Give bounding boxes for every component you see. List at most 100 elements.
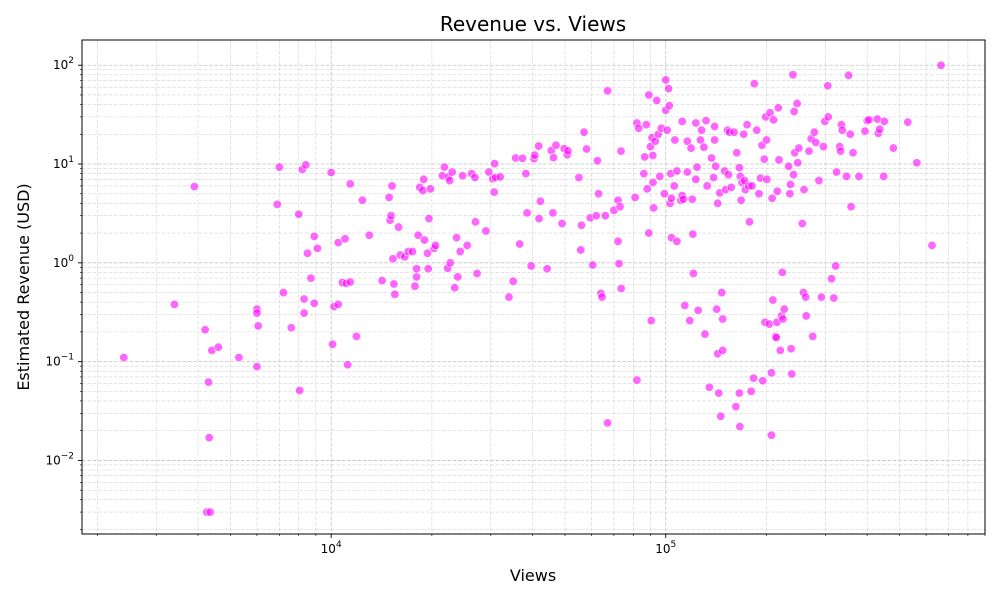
data-point (723, 170, 733, 180)
data-point (693, 305, 703, 315)
data-point (326, 168, 336, 178)
data-point (407, 247, 417, 257)
data-point (588, 260, 598, 270)
data-point (413, 230, 423, 240)
data-point (386, 211, 396, 221)
data-point (903, 117, 913, 127)
data-point (772, 186, 782, 196)
data-point (672, 166, 682, 176)
data-point (357, 195, 367, 205)
data-point (704, 382, 714, 392)
data-point (234, 353, 244, 363)
data-point (699, 142, 709, 152)
data-point (778, 314, 788, 324)
data-point (765, 108, 775, 118)
data-point (423, 264, 433, 274)
data-point (785, 189, 795, 199)
y-tick-label: 101 (53, 155, 74, 171)
data-point (691, 118, 701, 128)
data-point (299, 308, 309, 318)
data-point (470, 217, 480, 227)
data-point (639, 169, 649, 179)
data-point (761, 135, 771, 145)
data-point (767, 193, 777, 203)
data-point (734, 388, 744, 398)
data-point (616, 146, 626, 156)
data-point (736, 195, 746, 205)
data-point (718, 345, 728, 355)
data-point (701, 116, 711, 126)
data-point (848, 148, 858, 158)
data-point (579, 127, 589, 137)
data-point (831, 261, 841, 271)
data-point (864, 115, 874, 125)
axis-ticks: 104 105 10−2 10−1 100 101 102 (45, 56, 986, 556)
data-point (936, 60, 946, 70)
data-point (384, 192, 394, 202)
data-point (200, 325, 210, 335)
data-point (739, 129, 749, 139)
data-point (729, 127, 739, 137)
data-point (169, 299, 179, 309)
data-point (766, 430, 776, 440)
data-point (745, 217, 755, 227)
data-point (754, 189, 764, 199)
data-point (648, 150, 658, 160)
data-point (842, 171, 852, 181)
data-point (614, 259, 624, 269)
data-point (425, 184, 435, 194)
data-point (419, 235, 429, 245)
data-point (642, 184, 652, 194)
data-point (789, 107, 799, 117)
data-point (766, 368, 776, 378)
data-point (702, 181, 712, 191)
data-point (775, 345, 785, 355)
data-point (490, 159, 500, 169)
plot-frame (81, 39, 986, 535)
data-point (644, 228, 654, 238)
data-point (811, 138, 821, 148)
data-point (664, 101, 674, 111)
data-point (450, 283, 460, 293)
data-point (424, 214, 434, 224)
data-point (734, 163, 744, 173)
data-point (827, 274, 837, 284)
data-point (430, 240, 440, 250)
data-point (749, 373, 759, 383)
data-point (927, 240, 937, 250)
x-tick-label: 104 (321, 540, 342, 556)
data-point (787, 369, 797, 379)
data-point (526, 261, 536, 271)
data-point (762, 174, 772, 184)
data-point (615, 202, 625, 212)
data-point (799, 185, 809, 195)
data-point (481, 226, 491, 236)
data-point (710, 121, 720, 131)
data-point (784, 161, 794, 171)
data-points (119, 60, 946, 517)
y-tick-label: 102 (53, 56, 74, 72)
data-point (309, 231, 319, 241)
data-point (301, 160, 311, 170)
data-point (508, 276, 518, 286)
data-point (294, 209, 304, 219)
data-point (746, 386, 756, 396)
data-point (659, 189, 669, 199)
data-point (252, 308, 262, 318)
data-point (769, 115, 779, 125)
data-point (794, 143, 804, 153)
chart-title: Revenue vs. Views (440, 12, 626, 36)
data-point (672, 236, 682, 246)
y-axis-title: Estimated Revenue (USD) (14, 183, 33, 390)
data-point (377, 276, 387, 286)
data-point (418, 185, 428, 195)
data-point (814, 176, 824, 186)
data-point (662, 125, 672, 135)
data-point (709, 173, 719, 183)
data-point (652, 95, 662, 105)
data-point (632, 375, 642, 385)
data-point (340, 234, 350, 244)
data-point (688, 268, 698, 278)
data-point (836, 146, 846, 156)
data-point (119, 353, 129, 363)
